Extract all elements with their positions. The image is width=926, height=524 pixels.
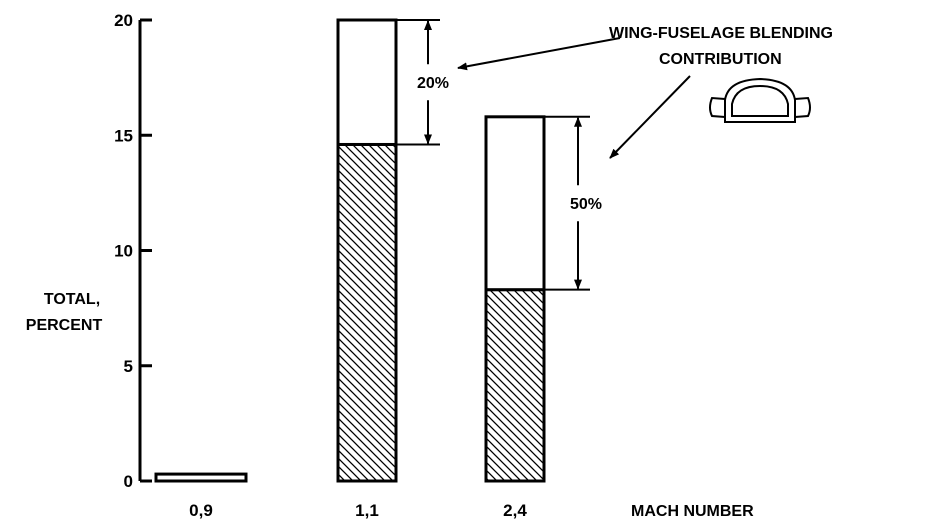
contribution-dimensions: 20% 50% [396, 19, 602, 291]
bar-blending-contribution [336, 18, 398, 146]
y-tick-label: 10 [114, 242, 133, 261]
y-tick-label: 20 [114, 11, 133, 30]
y-tick-label: 5 [124, 357, 133, 376]
bar-baseline [484, 288, 546, 483]
y-ticks: 0 5 10 15 20 [114, 11, 152, 491]
fuselage-cross-section-icon [709, 77, 811, 123]
annotation-line2: CONTRIBUTION [659, 51, 782, 68]
y-tick-label: 15 [114, 126, 133, 145]
bar-blending-contribution [484, 115, 546, 292]
bar-baseline [336, 142, 398, 483]
contribution-percent-label: 50% [570, 196, 602, 213]
y-tick-label: 0 [124, 472, 133, 491]
bar-blending-contribution [154, 472, 248, 483]
y-axis-label-line2: PERCENT [26, 317, 103, 334]
x-tick-label: 2,4 [503, 501, 527, 520]
bars [154, 18, 546, 483]
contribution-percent-label: 20% [417, 75, 449, 92]
x-tick-label: 1,1 [355, 501, 379, 520]
y-axis-label-line1: TOTAL, [44, 291, 100, 308]
x-axis-label: MACH NUMBER [631, 503, 754, 520]
annotation-arrow-1 [457, 37, 621, 71]
annotation-arrow-2 [609, 75, 691, 159]
x-tick-label: 0,9 [189, 501, 213, 520]
annotation-line1: WING-FUSELAGE BLENDING [609, 25, 833, 42]
x-ticks: 0,9 1,1 2,4 [189, 501, 527, 520]
